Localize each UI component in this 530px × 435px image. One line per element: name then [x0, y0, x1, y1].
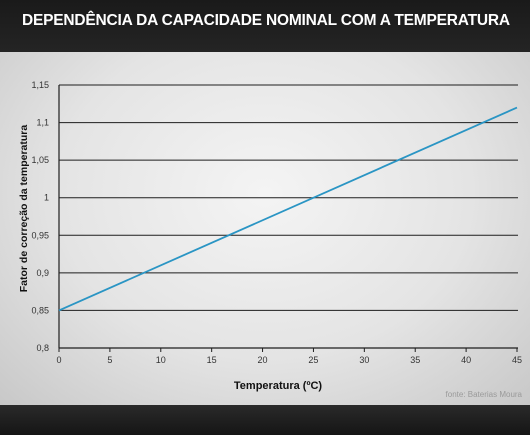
x-tick-label: 15	[207, 355, 217, 365]
y-tick-label: 0,9	[36, 268, 49, 278]
x-tick-label: 40	[461, 355, 471, 365]
x-tick-label: 5	[107, 355, 112, 365]
chart-panel	[0, 52, 530, 405]
x-tick-label: 25	[308, 355, 318, 365]
x-tick-label: 10	[156, 355, 166, 365]
x-tick-label: 0	[56, 355, 61, 365]
y-tick-label: 0,95	[31, 230, 49, 240]
title-bar: DEPENDÊNCIA DA CAPACIDADE NOMINAL COM A …	[0, 0, 530, 52]
bottom-bar	[0, 405, 530, 435]
y-tick-label: 1,1	[36, 118, 49, 128]
y-tick-label: 1,05	[31, 155, 49, 165]
x-tick-label: 35	[410, 355, 420, 365]
y-axis-label: Fator de correção da temperatura	[18, 125, 30, 293]
y-tick-label: 1,15	[31, 80, 49, 90]
y-tick-label: 0,85	[31, 305, 49, 315]
y-tick-label: 1	[44, 193, 49, 203]
x-axis-label: Temperatura (ºC)	[234, 380, 322, 392]
x-tick-label: 20	[258, 355, 268, 365]
source-note: fonte: Baterias Moura	[445, 390, 522, 399]
x-tick-label: 45	[512, 355, 522, 365]
chart-title: DEPENDÊNCIA DA CAPACIDADE NOMINAL COM A …	[22, 12, 510, 29]
y-tick-label: 0,8	[36, 343, 49, 353]
x-tick-label: 30	[359, 355, 369, 365]
series-line	[58, 106, 518, 312]
